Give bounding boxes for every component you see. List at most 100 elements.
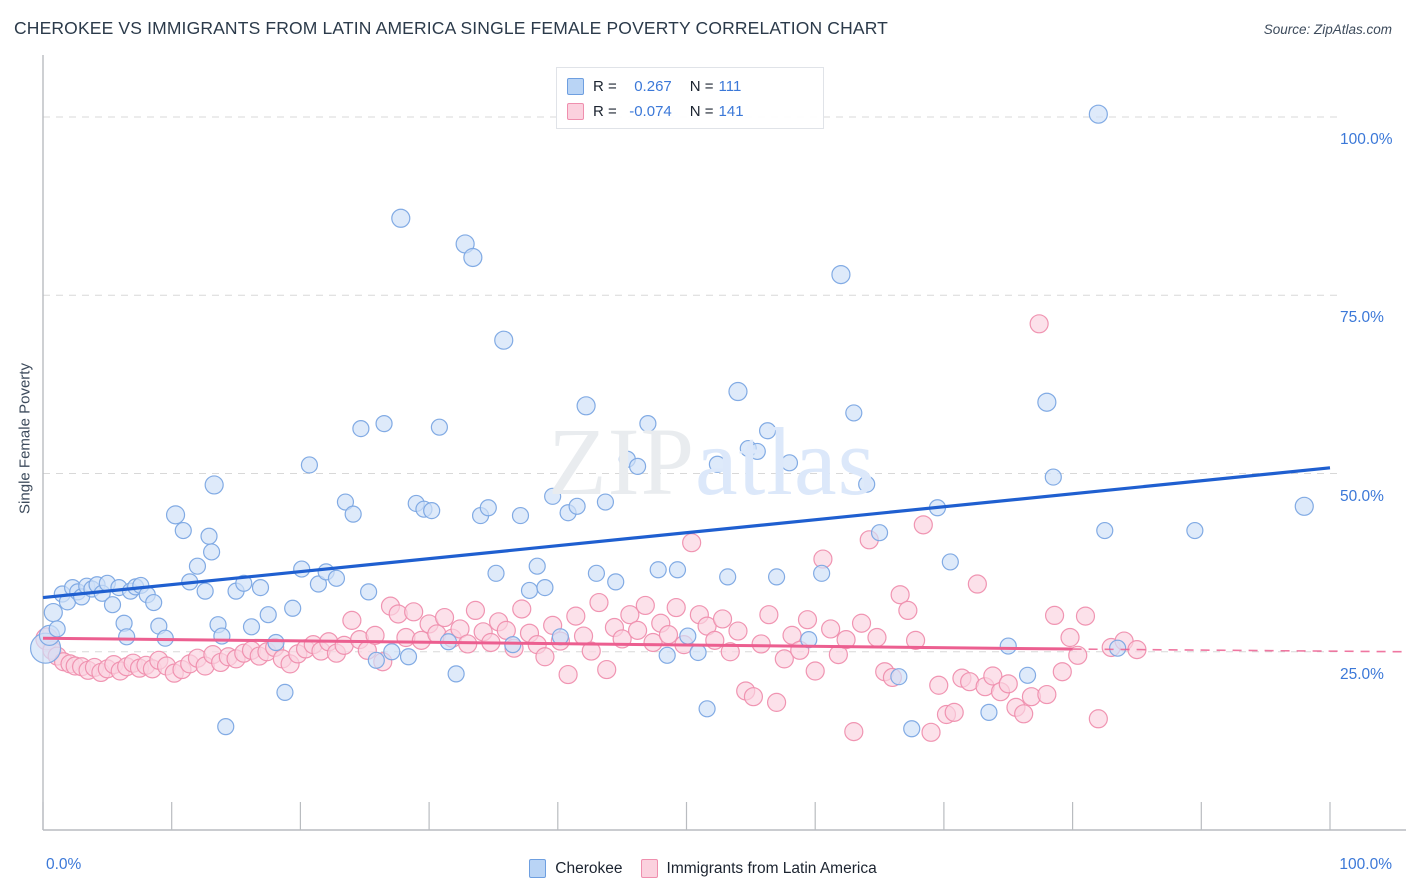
data-point	[905, 630, 926, 650]
data-point	[404, 602, 424, 622]
data-point	[581, 641, 601, 661]
data-point	[967, 574, 987, 594]
data-point	[566, 606, 586, 626]
data-point	[944, 702, 964, 722]
data-point	[118, 628, 136, 646]
data-point	[450, 619, 470, 639]
data-point	[309, 575, 328, 593]
data-point	[1044, 605, 1065, 626]
data-point	[1018, 666, 1037, 684]
data-point	[1029, 314, 1049, 334]
data-point	[767, 568, 786, 586]
data-point	[165, 505, 186, 525]
stat-n-key-blue: N =	[689, 78, 714, 95]
data-point	[589, 592, 609, 613]
stat-row-immigrants: R = -0.074 N = 141	[567, 99, 813, 124]
data-point	[1075, 606, 1096, 626]
stat-r-key-pink: R =	[593, 103, 617, 120]
data-point	[494, 330, 514, 350]
data-point	[336, 493, 355, 511]
legend-swatch-pink-icon	[640, 859, 658, 878]
data-point	[465, 600, 486, 621]
data-point	[558, 664, 578, 685]
legend-label-immigrants: Immigrants from Latin America	[666, 859, 877, 877]
y-axis-tick-label: 100.0%	[1340, 131, 1393, 149]
data-point	[845, 404, 863, 422]
data-point	[903, 720, 921, 738]
data-point	[587, 564, 606, 582]
data-point	[1096, 521, 1114, 540]
data-point	[890, 668, 908, 686]
data-point	[103, 596, 122, 614]
data-point	[1109, 639, 1127, 657]
data-point	[375, 415, 393, 433]
stat-n-key-pink: N =	[689, 103, 714, 120]
data-point	[327, 569, 346, 587]
data-point	[344, 505, 362, 523]
data-point	[797, 610, 818, 630]
trendline-extension-immigrants	[1072, 648, 1406, 653]
data-point	[821, 619, 841, 639]
data-point	[999, 637, 1017, 655]
legend-swatch-blue-icon	[529, 859, 547, 878]
data-point	[851, 613, 872, 633]
data-point	[1294, 496, 1314, 516]
legend-item-cherokee[interactable]: Cherokee	[529, 859, 623, 878]
data-point	[758, 422, 777, 440]
data-point	[203, 543, 221, 561]
data-point	[844, 722, 864, 742]
data-point	[639, 415, 657, 433]
data-point	[242, 618, 261, 636]
data-point	[666, 597, 686, 618]
x-axis-tick-label-max: 100.0%	[1339, 856, 1392, 873]
data-point	[1088, 104, 1108, 124]
data-point	[352, 420, 370, 438]
stat-n-value-blue: 111	[718, 78, 742, 95]
data-point	[628, 457, 647, 475]
stat-r-value-pink: -0.074	[629, 103, 672, 120]
data-point	[365, 625, 385, 645]
legend-item-immigrants[interactable]: Immigrants from Latin America	[640, 859, 877, 878]
data-point	[719, 568, 737, 586]
source-attribution: Source: ZipAtlas.com	[1263, 22, 1392, 37]
data-point	[643, 632, 663, 653]
data-point	[520, 581, 539, 600]
data-point	[668, 561, 687, 579]
data-point	[367, 651, 385, 669]
data-point	[682, 533, 702, 553]
data-point	[528, 557, 546, 575]
data-point	[658, 646, 676, 664]
data-point	[434, 607, 455, 628]
data-point	[447, 665, 465, 683]
data-point	[576, 396, 596, 416]
data-point	[1060, 627, 1080, 648]
data-point	[536, 578, 554, 597]
data-point	[1052, 662, 1072, 682]
data-point	[213, 627, 231, 645]
data-point	[780, 454, 799, 472]
data-point	[597, 659, 617, 680]
data-point	[635, 595, 655, 616]
data-point	[607, 573, 625, 591]
data-point	[728, 621, 748, 641]
data-point	[983, 666, 1003, 686]
data-point	[544, 487, 562, 505]
data-point	[48, 620, 66, 638]
data-point	[284, 599, 302, 617]
data-point	[831, 265, 851, 285]
x-axis-tick-label-min: 0.0%	[46, 856, 82, 873]
data-point	[204, 475, 224, 495]
data-point	[1068, 645, 1088, 665]
y-axis-tick-label: 25.0%	[1340, 665, 1384, 683]
data-point	[913, 515, 933, 535]
data-point	[712, 609, 733, 629]
data-point	[708, 455, 726, 473]
data-point	[1088, 709, 1108, 729]
page-title: CHEROKEE VS IMMIGRANTS FROM LATIN AMERIC…	[14, 18, 889, 38]
data-point	[929, 675, 949, 695]
data-point	[782, 625, 802, 645]
y-axis-title: Single Female Poverty	[16, 363, 34, 514]
data-point	[423, 501, 441, 520]
